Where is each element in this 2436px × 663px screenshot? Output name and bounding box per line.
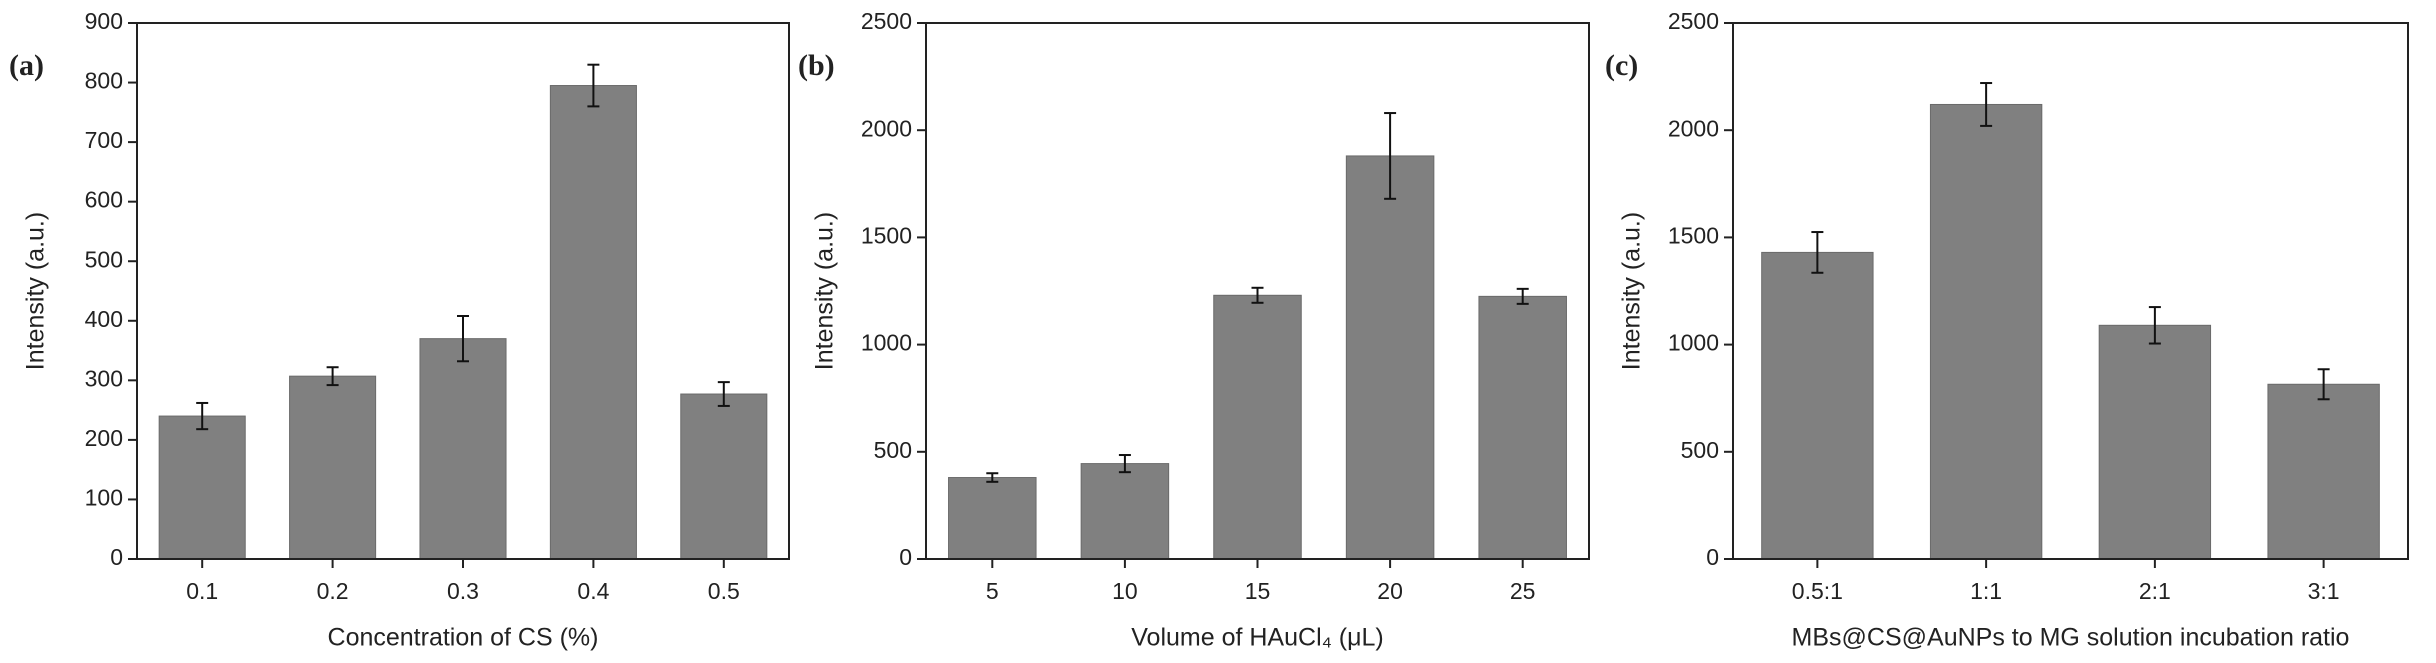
y-axis-label: Intensity (a.u.) (811, 212, 839, 370)
y-tick-label: 300 (85, 365, 123, 391)
y-tick-label: 200 (85, 425, 123, 451)
bar (2267, 383, 2380, 560)
y-tick-label: 900 (85, 8, 123, 34)
bar (1929, 103, 2043, 560)
y-tick-label: 1500 (1668, 222, 1719, 248)
y-tick-label: 100 (85, 485, 123, 511)
y-tick-label: 2000 (1668, 115, 1719, 141)
x-tick-label: 3:1 (2308, 578, 2340, 604)
bar (1478, 295, 1567, 560)
x-tick-label: 2:1 (2139, 578, 2171, 604)
panel-label: (c) (1605, 49, 1638, 82)
x-tick-label: 0.3 (447, 578, 479, 604)
y-tick-label: 0 (110, 544, 123, 570)
y-tick-label: 800 (85, 68, 123, 94)
y-tick-label: 500 (85, 246, 123, 272)
y-tick-label: 1000 (861, 330, 912, 356)
x-axis-label: MBs@CS@AuNPs to MG solution incubation r… (1792, 624, 2350, 652)
y-tick-label: 600 (85, 187, 123, 213)
x-tick-label: 0.1 (186, 578, 218, 604)
x-tick-label: 0.5 (708, 578, 740, 604)
panel-label: (a) (9, 49, 44, 82)
x-axis-label: Volume of HAuCl₄ (μL) (1131, 624, 1383, 652)
bar (680, 393, 768, 560)
x-tick-label: 0.4 (577, 578, 609, 604)
x-tick-label: 10 (1112, 578, 1138, 604)
bar (158, 415, 246, 560)
bar (948, 477, 1037, 560)
y-tick-label: 2000 (861, 115, 912, 141)
y-axis-label: Intensity (a.u.) (1618, 212, 1646, 370)
bar (1761, 251, 1874, 560)
bar (419, 338, 507, 560)
y-tick-label: 500 (874, 437, 912, 463)
x-tick-label: 0.2 (317, 578, 349, 604)
y-tick-label: 0 (1706, 544, 1719, 570)
y-tick-label: 2500 (861, 8, 912, 34)
y-tick-label: 1000 (1668, 330, 1719, 356)
panel-label: (b) (798, 49, 835, 82)
bar (1213, 294, 1302, 560)
axes-frame (1732, 22, 2409, 560)
y-tick-label: 700 (85, 127, 123, 153)
bar (1080, 463, 1170, 560)
bar (1345, 155, 1435, 560)
x-tick-label: 5 (986, 578, 999, 604)
axes-frame (925, 22, 1590, 560)
x-tick-label: 25 (1510, 578, 1536, 604)
x-axis-label: Concentration of CS (%) (328, 624, 599, 652)
x-tick-label: 1:1 (1970, 578, 2002, 604)
y-tick-label: 2500 (1668, 8, 1719, 34)
bar (549, 85, 637, 560)
bar (2098, 324, 2212, 560)
y-tick-label: 1500 (861, 222, 912, 248)
y-tick-label: 500 (1681, 437, 1719, 463)
y-axis-label: Intensity (a.u.) (22, 212, 50, 370)
y-tick-label: 0 (899, 544, 912, 570)
axes-frame (136, 22, 790, 560)
y-tick-label: 400 (85, 306, 123, 332)
bar (289, 375, 377, 560)
x-tick-label: 20 (1377, 578, 1403, 604)
x-tick-label: 0.5:1 (1792, 578, 1843, 604)
x-tick-label: 15 (1245, 578, 1271, 604)
